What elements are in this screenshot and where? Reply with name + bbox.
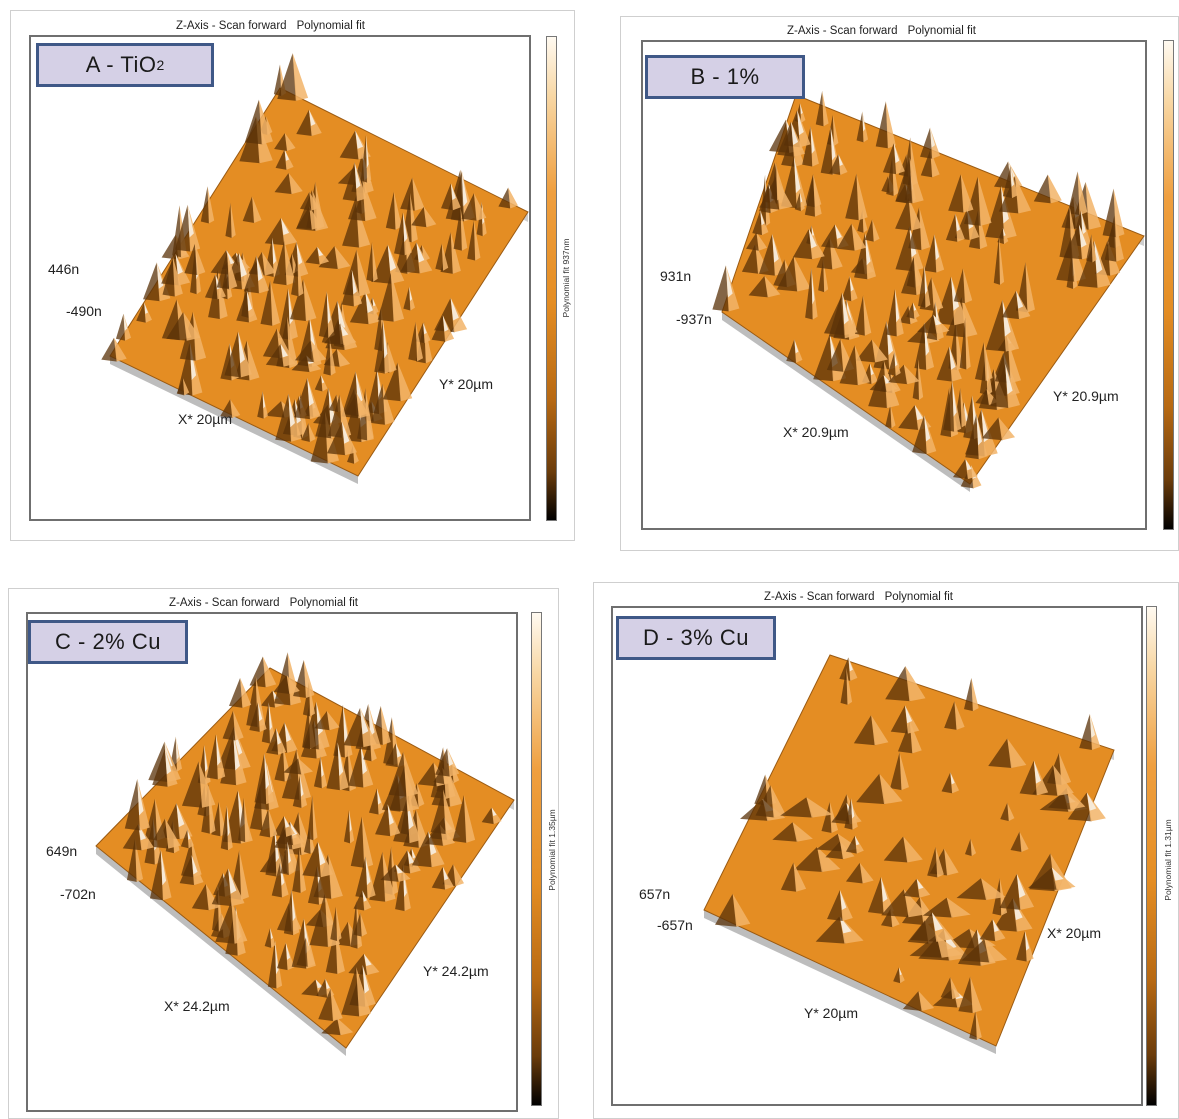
panel-b-header-fit: Polynomial fit bbox=[907, 25, 976, 37]
panel-d-header: Z-Axis - Scan forward Polynomial fit bbox=[764, 591, 953, 603]
panel-d-label: D - 3% Cu bbox=[616, 616, 776, 660]
panel-b-z-min: -937n bbox=[676, 311, 712, 327]
panel-c-header-axis: Z-Axis - Scan forward bbox=[169, 597, 280, 609]
panel-b-label: B - 1% bbox=[645, 55, 805, 99]
panel-d-x-axis-label: X* 20µm bbox=[1047, 925, 1101, 941]
panel-b-colorbar bbox=[1163, 40, 1174, 530]
panel-c-z-min: -702n bbox=[60, 886, 96, 902]
panel-a-z-max: 446n bbox=[48, 261, 80, 277]
panel-c-colorbar bbox=[531, 612, 542, 1106]
panel-c-z-max: 649n bbox=[46, 843, 78, 859]
panel-c-header-fit: Polynomial fit bbox=[289, 597, 358, 609]
panel-a-header-axis: Z-Axis - Scan forward bbox=[176, 20, 287, 32]
panel-a-x-axis-label: X* 20µm bbox=[178, 411, 232, 427]
panel-a-header-fit: Polynomial fit bbox=[296, 20, 365, 32]
panel-c-y-axis-label: Y* 24.2µm bbox=[423, 963, 489, 979]
panel-a-y-axis-label: Y* 20µm bbox=[439, 376, 493, 392]
panel-a-label-subscript: 2 bbox=[156, 57, 165, 73]
panel-d-z-min: -657n bbox=[657, 917, 693, 933]
panel-d-y-axis-label: Y* 20µm bbox=[804, 1005, 858, 1021]
panel-d-colorbar-title: Polynomial fit 1.31µm bbox=[1163, 819, 1173, 901]
panel-d-z-max: 657n bbox=[639, 886, 671, 902]
panel-b-x-axis-label: X* 20.9µm bbox=[783, 424, 849, 440]
panel-d-label-text: D - 3% Cu bbox=[643, 625, 749, 650]
panel-a-label-text: A - TiO bbox=[85, 52, 157, 77]
panel-c-header: Z-Axis - Scan forward Polynomial fit bbox=[169, 597, 358, 609]
panel-b-z-max: 931n bbox=[660, 268, 692, 284]
panel-d-header-axis: Z-Axis - Scan forward bbox=[764, 591, 875, 603]
panel-a-z-min: -490n bbox=[66, 303, 102, 319]
panel-a-colorbar bbox=[546, 36, 557, 521]
panel-b-label-text: B - 1% bbox=[690, 64, 760, 89]
panel-c-label: C - 2% Cu bbox=[28, 620, 188, 664]
panel-d-header-fit: Polynomial fit bbox=[884, 591, 953, 603]
panel-a-label: A - TiO 2 bbox=[36, 43, 214, 87]
panel-b-header-axis: Z-Axis - Scan forward bbox=[787, 25, 898, 37]
panel-b-y-axis-label: Y* 20.9µm bbox=[1053, 388, 1119, 404]
panel-d-colorbar bbox=[1146, 606, 1157, 1106]
panel-c-x-axis-label: X* 24.2µm bbox=[164, 998, 230, 1014]
panel-c-label-text: C - 2% Cu bbox=[55, 629, 161, 654]
panel-a-header: Z-Axis - Scan forward Polynomial fit bbox=[176, 20, 365, 32]
panel-b-header: Z-Axis - Scan forward Polynomial fit bbox=[787, 25, 976, 37]
